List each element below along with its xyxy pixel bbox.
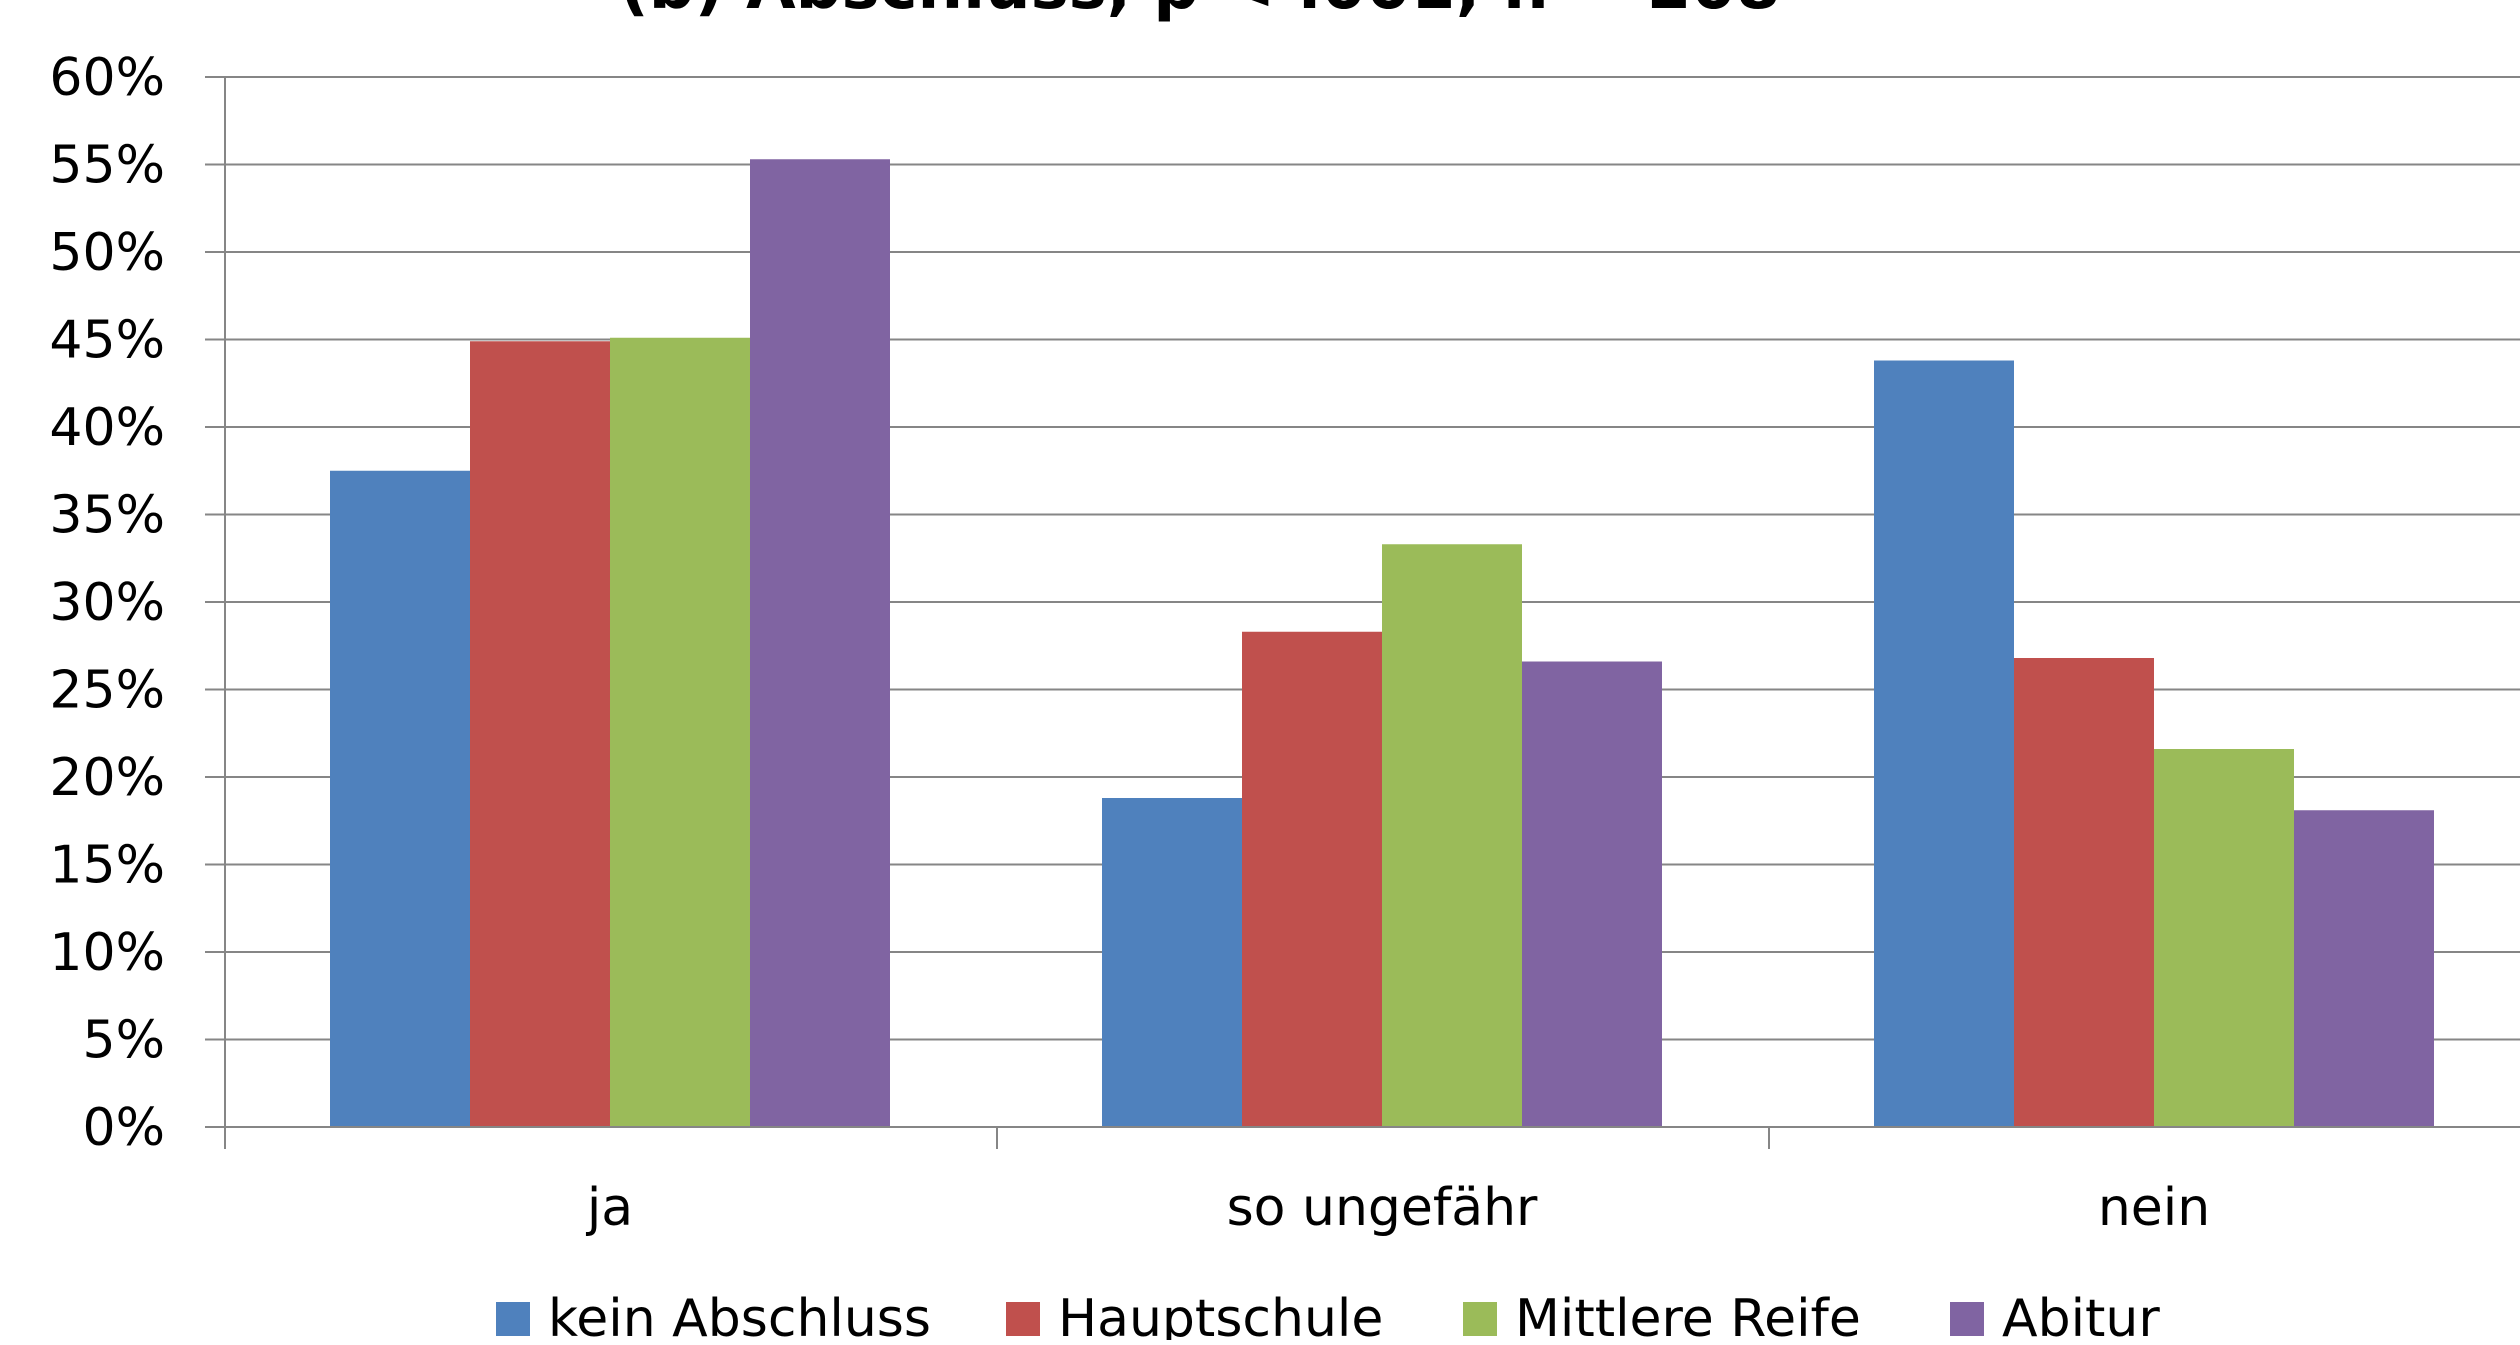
legend-swatch [496, 1302, 530, 1336]
bar-hauptschule [470, 341, 610, 1127]
bar-mittlere-reife [2154, 749, 2294, 1127]
bar-mittlere-reife [1382, 544, 1522, 1127]
legend-label: Abitur [2002, 1289, 2160, 1340]
bar-hauptschule [2014, 658, 2154, 1127]
y-tick-label: 50% [49, 223, 165, 283]
bar-kein-abschluss [1874, 360, 2014, 1127]
y-tick-label: 5% [83, 1011, 166, 1071]
y-tick-label: 30% [49, 573, 165, 633]
bar-kein-abschluss [330, 470, 470, 1127]
bar-hauptschule [1242, 631, 1382, 1127]
y-tick-label: 60% [49, 48, 165, 108]
legend: kein Abschluss Hauptschule Mittlere Reife A… [496, 1289, 2160, 1345]
x-category-label: ja [586, 1178, 633, 1238]
bar-abitur [750, 159, 890, 1127]
bar-kein-abschluss [1102, 798, 1242, 1127]
y-tick-label: 20% [49, 748, 165, 808]
bar-abitur [2294, 810, 2434, 1127]
bar-mittlere-reife [610, 337, 750, 1127]
legend-label: kein Abschluss [548, 1289, 931, 1340]
y-tick-label: 35% [49, 486, 165, 546]
legend-swatch [1006, 1302, 1040, 1336]
y-tick-label: 0% [83, 1098, 166, 1158]
legend-swatch [1463, 1302, 1497, 1336]
y-tick-label: 25% [49, 661, 165, 721]
y-tick-label: 15% [49, 836, 165, 896]
y-tick-label: 55% [49, 136, 165, 196]
axes: 0% 5% 10% 15% 20% 25% 30% 35% 40% 45% 50% 55% 60% ja s… [49, 48, 2520, 1238]
bars [330, 159, 2434, 1127]
y-tick-label: 45% [49, 311, 165, 371]
bar-abitur [1522, 661, 1662, 1127]
y-tick-label: 40% [49, 398, 165, 458]
legend-label: Hauptschule [1058, 1289, 1383, 1340]
legend-swatch [1950, 1302, 1984, 1336]
x-category-label: nein [2098, 1178, 2210, 1238]
x-category-label: so ungefähr [1227, 1178, 1538, 1238]
chart-title: (b) Abschluss, p < .001; n = 208 [620, 0, 1781, 24]
legend-label: Mittlere Reife [1515, 1289, 1861, 1340]
y-tick-label: 10% [49, 923, 165, 983]
